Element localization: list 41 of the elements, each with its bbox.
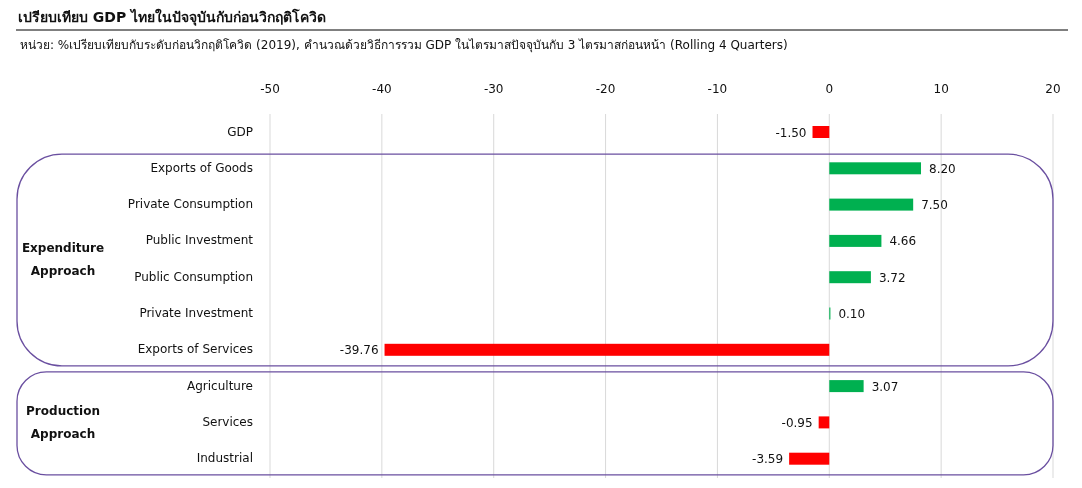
x-tick-label: 0 bbox=[825, 81, 834, 96]
bar bbox=[812, 126, 830, 138]
data-label: -3.59 bbox=[752, 452, 784, 467]
y-tick-label: Public Investment bbox=[145, 233, 254, 248]
bar bbox=[829, 380, 864, 393]
x-tick-label: -40 bbox=[372, 81, 392, 96]
bar bbox=[789, 452, 830, 465]
text: Production Approach bbox=[26, 404, 100, 442]
bar bbox=[384, 343, 830, 356]
x-tick-label: -50 bbox=[260, 81, 280, 96]
bar bbox=[829, 234, 882, 247]
x-tick-label: 20 bbox=[1045, 81, 1061, 96]
y-tick-label: Exports of Goods bbox=[150, 160, 253, 175]
x-tick-label: -10 bbox=[707, 81, 728, 96]
y-tick-label: Private Consumption bbox=[127, 197, 253, 212]
y-tick-label: Public Consumption bbox=[134, 269, 253, 284]
data-label: -1.50 bbox=[775, 125, 807, 140]
bar bbox=[829, 271, 871, 284]
chart-subtitle: หน่วย: %เปรียบเทียบกับระดับก่อนวิกฤติโควิด (2019), คำนวณด้วยวิธีการรวม GDP ในไตรมาสปัจจุบันกับ 3 ไตรมาสก่อนหน้า (Rolling 4 Quarters) bbox=[20, 37, 788, 53]
bar bbox=[818, 416, 830, 429]
data-label: -39.76 bbox=[339, 343, 379, 358]
y-tick-label: Private Investment bbox=[139, 306, 254, 320]
y-tick-label: Services bbox=[202, 414, 253, 429]
x-tick-label: -30 bbox=[483, 81, 504, 96]
data-label: 7.50 bbox=[921, 198, 948, 213]
y-tick-label: Exports of Services bbox=[137, 342, 253, 357]
bar bbox=[829, 162, 922, 175]
data-label: 4.66 bbox=[889, 234, 917, 249]
chart-title: เปรียบเทียบ GDP ไทยในปัจจุบันกับก่อนวิกฤติโควิด bbox=[18, 8, 327, 26]
data-label: 3.07 bbox=[871, 379, 899, 394]
y-tick-label: Agriculture bbox=[187, 378, 253, 393]
data-label: 3.72 bbox=[878, 270, 906, 285]
data-label: -0.95 bbox=[781, 415, 813, 430]
x-tick-label: -20 bbox=[595, 81, 616, 96]
y-tick-label: GDP bbox=[227, 124, 253, 139]
data-label: 8.20 bbox=[929, 161, 956, 176]
x-tick-label: 10 bbox=[933, 81, 949, 96]
text: Expenditure Approach bbox=[21, 241, 105, 279]
data-label: 0.10 bbox=[838, 307, 866, 321]
y-tick-label: Industrial bbox=[196, 451, 253, 466]
bar bbox=[829, 198, 914, 211]
